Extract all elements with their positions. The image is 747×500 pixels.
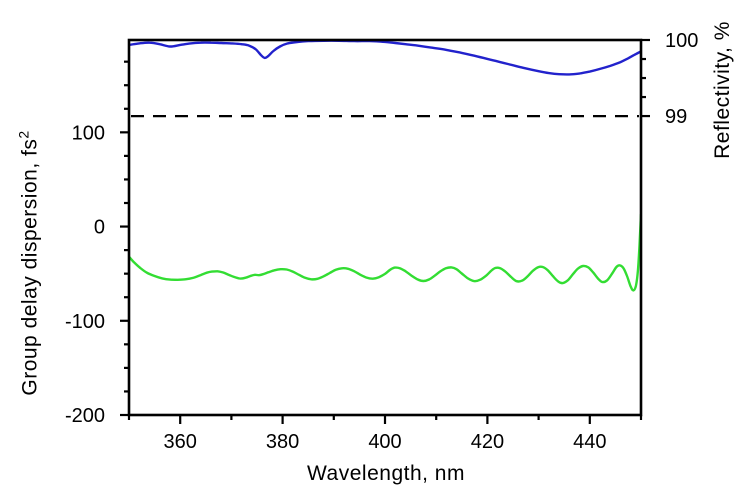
- y-left-tick-label: 100: [72, 122, 105, 144]
- group-delay-dispersion-curve: [129, 213, 641, 292]
- y-left-tick-label: 0: [94, 217, 105, 239]
- x-tick-label: 420: [471, 431, 504, 453]
- right-axis-title: Reflectivity, %: [711, 21, 734, 159]
- y-left-tick-label: -200: [65, 405, 105, 427]
- y-left-tick-label: -100: [65, 311, 105, 333]
- reflectivity-curve: [129, 40, 641, 76]
- x-tick-label: 360: [164, 431, 197, 453]
- y-right-tick-label: 100: [665, 30, 698, 52]
- left-axis-title-superscript: 2: [15, 130, 32, 139]
- x-tick-label: 440: [573, 431, 606, 453]
- left-axis-title-text: Group delay dispersion, fs: [18, 138, 42, 396]
- left-axis-title: Group delay dispersion, fs2: [16, 130, 43, 395]
- x-tick-label: 380: [266, 431, 299, 453]
- x-axis-title: Wavelength, nm: [307, 462, 465, 485]
- y-right-tick-label: 99: [665, 106, 687, 128]
- x-tick-label: 400: [368, 431, 401, 453]
- plot-frame: [127, 38, 643, 417]
